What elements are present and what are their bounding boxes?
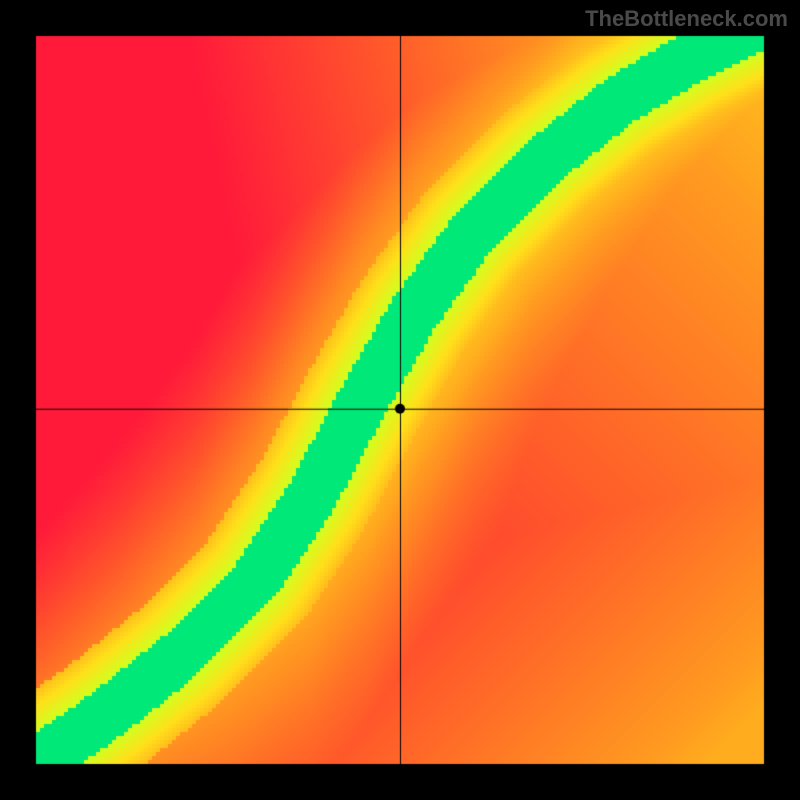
watermark-text: TheBottleneck.com xyxy=(585,6,788,32)
heatmap-canvas xyxy=(0,0,800,800)
chart-container: TheBottleneck.com xyxy=(0,0,800,800)
